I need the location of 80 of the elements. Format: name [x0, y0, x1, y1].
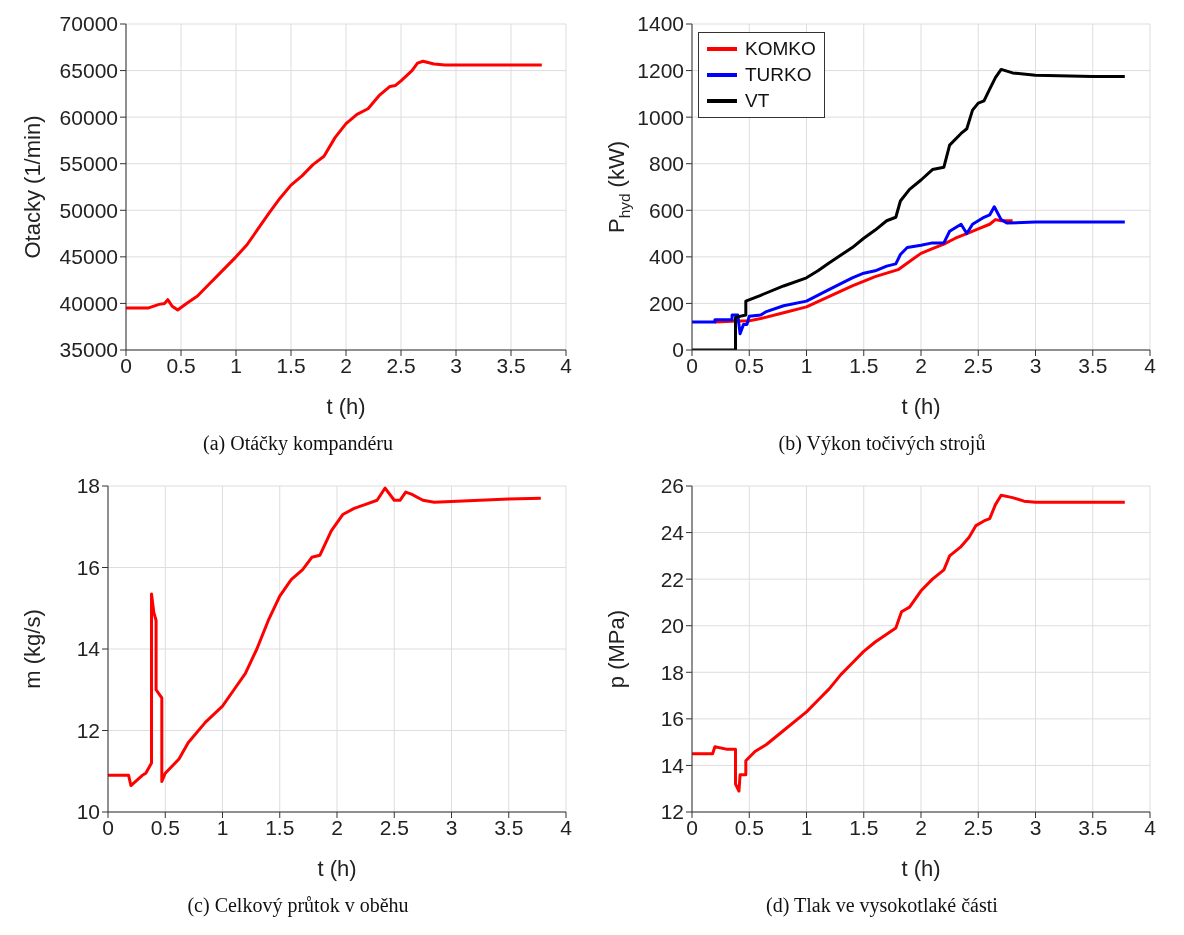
x-tick-label: 2	[915, 353, 927, 377]
x-tick-label: 0.5	[734, 815, 764, 839]
x-tick-label: 2.5	[963, 353, 993, 377]
x-tick-label: 0.5	[166, 353, 196, 377]
y-tick-label: 40000	[59, 291, 118, 315]
y-axis-title: m (kg/s)	[19, 609, 45, 689]
y-tick-label: 70000	[59, 12, 118, 36]
y-tick-label: 1000	[637, 105, 684, 129]
text: (a) Otáčky kompandéru	[202, 432, 394, 455]
x-tick-label: 3	[450, 353, 462, 377]
x-axis-title: t (h)	[901, 394, 941, 419]
x-tick-label: 2.5	[963, 815, 993, 839]
x-tick-label: 1	[230, 353, 242, 377]
line-series	[108, 486, 543, 788]
line-series	[692, 205, 1127, 336]
y-tick-label: 18	[76, 474, 100, 498]
y-tick-label: 16	[76, 555, 100, 579]
x-tick-label: 1	[800, 815, 813, 839]
y-tick-label: 800	[648, 152, 684, 176]
x-tick-label: 1.5	[849, 815, 879, 839]
x-axis-title: t (h)	[317, 856, 357, 881]
y-tick-label: 0	[672, 338, 684, 362]
x-tick-label: 0.5	[150, 815, 180, 839]
x-tick-label: 4	[1144, 815, 1157, 839]
x-axis-title: t (h)	[901, 856, 941, 881]
x-tick-label: 4	[560, 815, 573, 839]
line-series	[126, 59, 544, 312]
legend-label: TURKO	[745, 63, 812, 87]
x-tick-label: 3.5	[1078, 815, 1108, 839]
text: (c) Celkový průtok v oběhu	[186, 894, 410, 917]
y-tick-label: 1200	[637, 59, 684, 83]
y-tick-label: 1400	[637, 12, 684, 36]
y-tick-label: 24	[660, 521, 685, 545]
x-tick-label: 2	[331, 815, 343, 839]
y-tick-label: 12	[660, 800, 684, 824]
x-tick-label: 4	[1144, 353, 1157, 377]
y-tick-label: 26	[660, 474, 684, 498]
y-tick-label: 400	[648, 245, 684, 269]
x-tick-label: 3.5	[1078, 353, 1108, 377]
y-tick-label: 55000	[59, 152, 118, 176]
y-tick-label: 22	[660, 567, 684, 591]
legend-label: KOMKO	[745, 37, 816, 61]
y-tick-label: 45000	[59, 245, 118, 269]
text: (d) Tlak ve vysokotlaké části	[765, 894, 999, 917]
y-tick-label: 200	[648, 291, 684, 315]
y-tick-label: 10	[76, 800, 100, 824]
x-tick-label: 3	[1029, 815, 1042, 839]
y-tick-label: 50000	[59, 198, 118, 222]
y-tick-label: 60000	[59, 105, 118, 129]
y-tick-label: 18	[660, 660, 684, 684]
x-tick-label: 3	[445, 815, 458, 839]
x-axis-title: t (h)	[326, 394, 366, 419]
x-tick-label: 2.5	[379, 815, 409, 839]
x-tick-label: 1.5	[265, 815, 295, 839]
x-tick-label: 0.5	[734, 353, 764, 377]
line-series	[692, 493, 1127, 793]
y-tick-label: 35000	[59, 338, 118, 362]
y-tick-label: 20	[660, 614, 684, 638]
y-axis-title: p (MPa)	[603, 609, 629, 689]
x-tick-label: 2	[915, 815, 927, 839]
y-tick-label: 16	[660, 707, 684, 731]
x-tick-label: 2	[340, 353, 352, 377]
y-tick-label: 12	[76, 718, 100, 742]
y-axis-title: Otacky (1/min)	[19, 115, 45, 259]
x-tick-label: 1	[800, 353, 813, 377]
x-tick-label: 1.5	[849, 353, 879, 377]
x-tick-label: 1.5	[276, 353, 306, 377]
y-tick-label: 14	[660, 753, 685, 777]
text: (b) Výkon točivých strojů	[777, 432, 987, 455]
legend-label: VT	[745, 89, 770, 113]
x-tick-label: 3.5	[494, 815, 524, 839]
x-tick-label: 1	[216, 815, 229, 839]
line-series	[713, 218, 1015, 324]
x-tick-label: 4	[560, 353, 573, 377]
x-tick-label: 3	[1029, 353, 1042, 377]
y-tick-label: 14	[76, 637, 101, 661]
y-tick-label: 65000	[59, 59, 118, 83]
y-tick-label: 600	[648, 198, 684, 222]
x-tick-label: 3.5	[496, 353, 526, 377]
x-tick-label: 2.5	[386, 353, 416, 377]
